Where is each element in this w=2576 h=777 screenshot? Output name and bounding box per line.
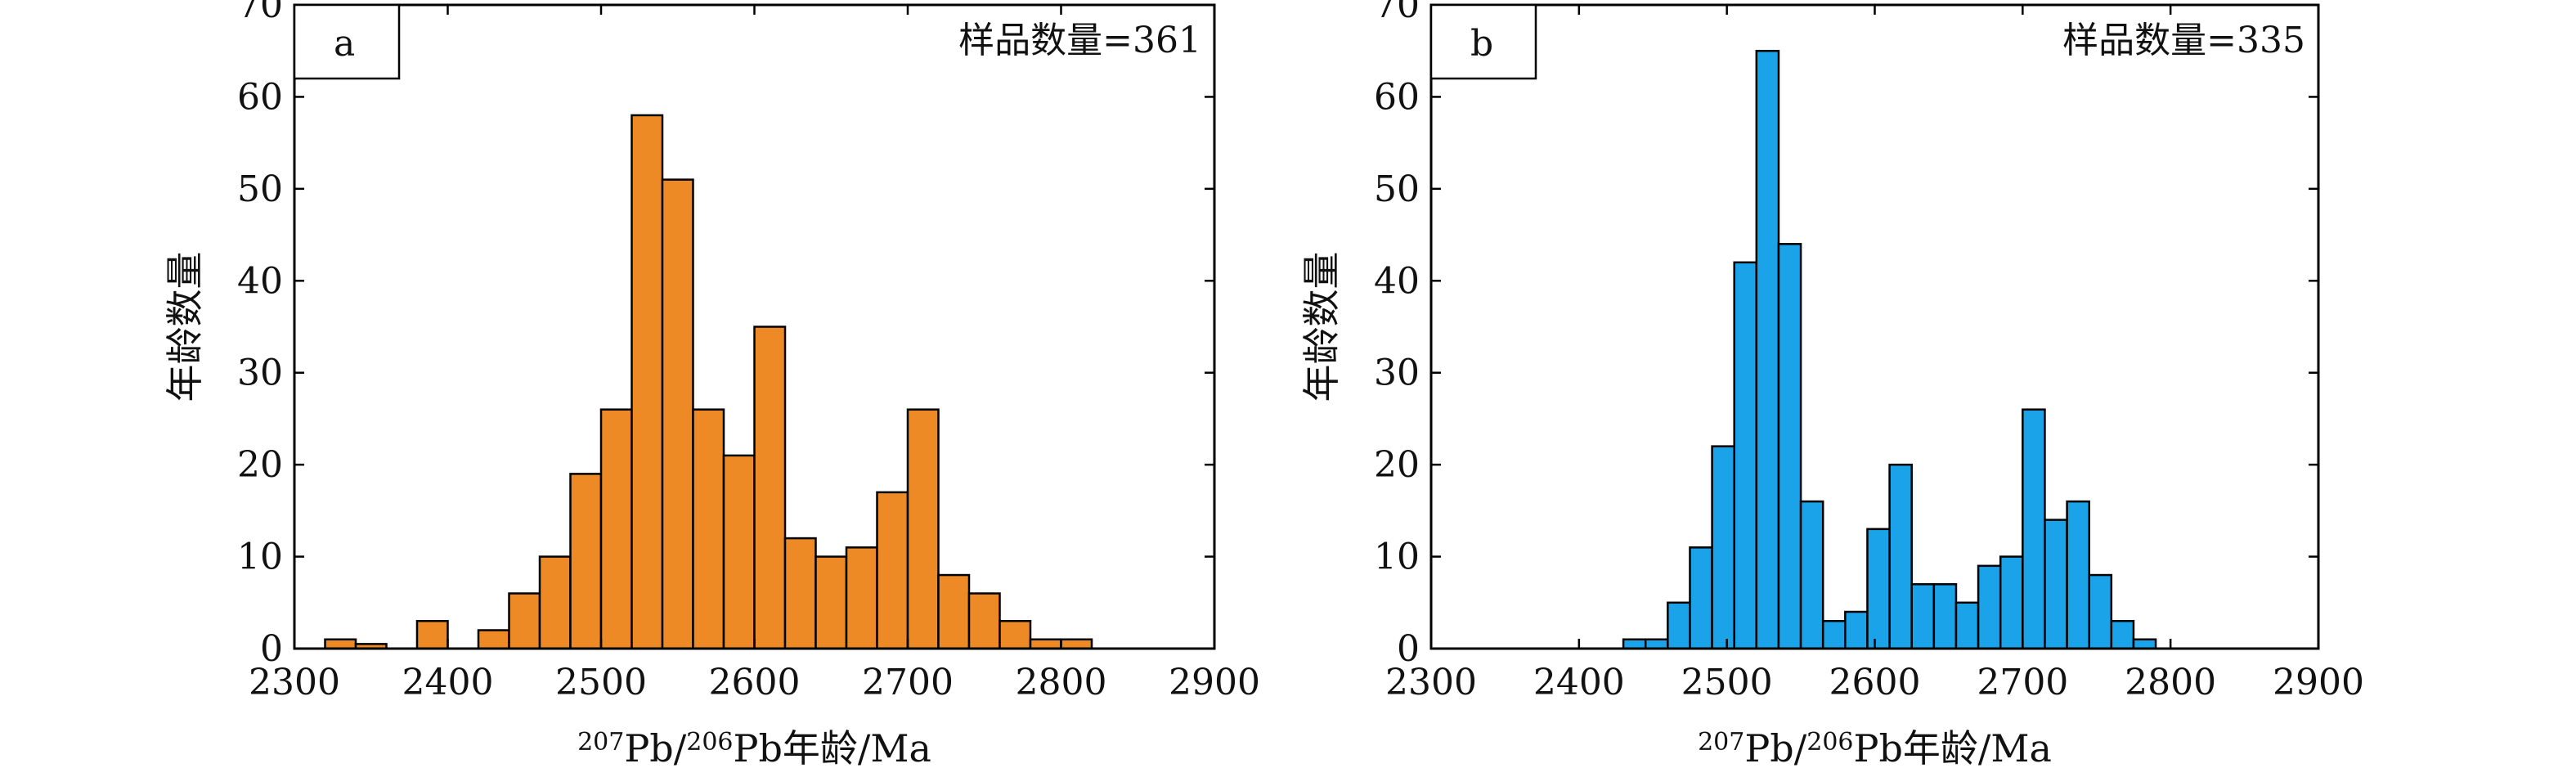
x-tick-label: 2700 [1977,662,2068,703]
histogram-bar [1954,601,1980,650]
x-tick-label: 2300 [1385,662,1477,703]
histogram-bar [569,473,603,650]
histogram-bar [2088,573,2113,650]
histogram-bar [1821,620,1847,650]
histogram-bar [1932,583,1958,650]
panel-label: b [1470,23,1493,65]
histogram-bar [415,620,449,650]
histogram-bar [967,592,1001,650]
y-tick-label: 50 [237,168,283,210]
histogram-bar [2044,519,2068,650]
y-tick-label: 40 [237,260,283,302]
histogram-bar [1689,546,1713,650]
x-axis-title: 207Pb/206Pb年龄/Ma [577,726,931,770]
x-tick-label: 2500 [555,662,647,703]
histogram-bar [1060,638,1093,650]
histogram-bar [1755,49,1780,650]
histogram-bar [631,114,664,650]
x-tick-label: 2600 [709,662,801,703]
y-tick-label: 30 [237,353,283,394]
y-tick-label: 70 [237,0,283,26]
histogram-bar [815,555,848,650]
panel-b: 2300 2400 2500 2600 2700 2800 2900 0 10 20 30 40 50 6… [1299,0,2364,770]
histogram-bar [1711,445,1735,650]
panel-a: 2300 2400 2500 2600 2700 2800 2900 0 10 20 30 40 50 6… [163,0,1260,770]
histogram-bar [1844,610,1869,650]
histogram-bar [906,408,940,650]
histogram-bar [937,573,971,650]
x-tick-label: 2400 [1533,662,1625,703]
y-tick-label: 60 [1374,76,1420,118]
panel-label: a [334,23,355,65]
y-axis-title: 年龄数量 [163,252,207,402]
x-tick-label: 2600 [1829,662,1921,703]
histogram-bar [1888,463,1913,650]
histogram-bar [1999,555,2024,650]
histogram-bar [2066,500,2090,650]
histogram-bar [876,491,909,650]
histogram-bar [1799,500,1824,650]
x-axis-title-superscript: 206 [1806,728,1853,757]
panel-label-box [1429,3,1537,80]
histogram-bar [1029,638,1062,650]
x-axis-title-superscript: 207 [577,728,624,757]
histogram-bar [2022,408,2046,650]
x-tick-label: 2800 [1016,662,1107,703]
y-axis-title: 年龄数量 [1299,252,1344,402]
x-axis-title-text: Pb/ [624,726,686,770]
x-axis-title-text: Pb年龄/Ma [1854,726,2052,770]
x-tick-label: 2800 [2125,662,2216,703]
x-axis-title-text: Pb年龄/Ma [734,726,931,770]
x-axis-title: 207Pb/206Pb年龄/Ma [1698,726,2052,770]
y-tick-label: 0 [260,628,283,670]
x-tick-label: 2500 [1681,662,1773,703]
panel-label-box [293,3,401,80]
x-axis-title-text: Pb/ [1744,726,1806,770]
x-tick-label: 2900 [1169,662,1260,703]
histogram-bar [477,629,510,650]
histogram-bar [1866,528,1891,650]
histogram-bar [2110,620,2135,650]
y-tick-label: 30 [1374,353,1420,394]
sample-count-label: 样品数量=335 [2062,20,2305,61]
histogram-bar [599,408,633,650]
histogram-bar [1667,601,1691,650]
y-tick-label: 40 [1374,260,1420,302]
x-tick-label: 2700 [862,662,954,703]
histogram-bar [324,638,357,650]
histogram-bar [1977,564,2002,650]
histogram-bar [1644,638,1669,650]
y-tick-label: 20 [237,444,283,486]
histogram-bar [692,408,725,650]
y-tick-label: 10 [237,537,283,578]
histogram-bar [2132,638,2157,650]
histogram-bar [1910,583,1936,650]
y-tick-label: 50 [1374,168,1420,210]
histogram-bar [999,620,1032,650]
x-axis-title-superscript: 206 [686,728,733,757]
y-tick-label: 10 [1374,537,1420,578]
histogram-bar [1622,638,1647,650]
histogram-bar [538,555,572,650]
histogram-bar [1777,243,1802,650]
x-tick-label: 2900 [2273,662,2364,703]
sample-count-label: 样品数量=361 [958,20,1201,61]
histogram-bar [783,537,817,650]
histogram-bar [753,326,787,650]
histogram-bar [1733,261,1758,650]
x-tick-label: 2300 [249,662,340,703]
histogram-bar [508,592,541,650]
x-tick-label: 2400 [402,662,494,703]
histogram-bar [845,546,878,650]
x-axis-title-superscript: 207 [1698,728,1744,757]
histogram-bar [661,178,694,650]
histogram-bar [722,454,756,650]
y-tick-label: 60 [237,76,283,118]
y-tick-label: 0 [1397,628,1420,670]
y-tick-label: 70 [1374,0,1420,26]
y-tick-label: 20 [1374,444,1420,486]
